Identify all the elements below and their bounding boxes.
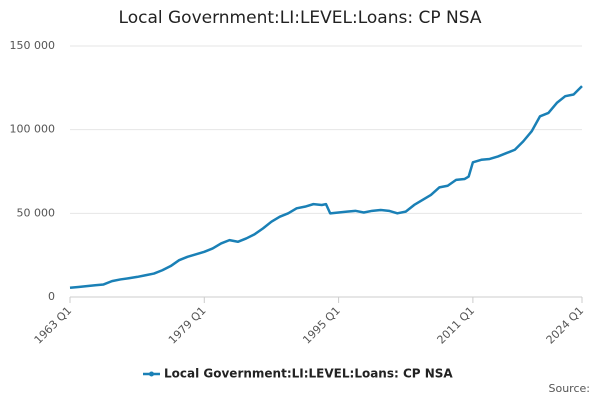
legend-label: Local Government:LI:LEVEL:Loans: CP NSA [164, 367, 453, 381]
source: Source: [549, 382, 591, 395]
y-tick-label: 100 000 [10, 123, 56, 136]
legend-marker [149, 371, 154, 377]
y-tick-label: 50 000 [17, 206, 56, 219]
y-tick-label: 0 [48, 290, 55, 303]
x-tick-label: 1963 Q1 [32, 304, 75, 347]
x-tick-label: 1979 Q1 [166, 304, 209, 347]
series-line [69, 85, 583, 290]
x-tick-label: 2011 Q1 [435, 304, 478, 347]
chart-title: Local Government:LI:LEVEL:Loans: CP NSA [119, 8, 482, 28]
x-tick-label: 1995 Q1 [300, 304, 343, 347]
y-tick-label: 150 000 [10, 39, 56, 52]
x-tick-label: 2024 Q1 [544, 304, 587, 347]
